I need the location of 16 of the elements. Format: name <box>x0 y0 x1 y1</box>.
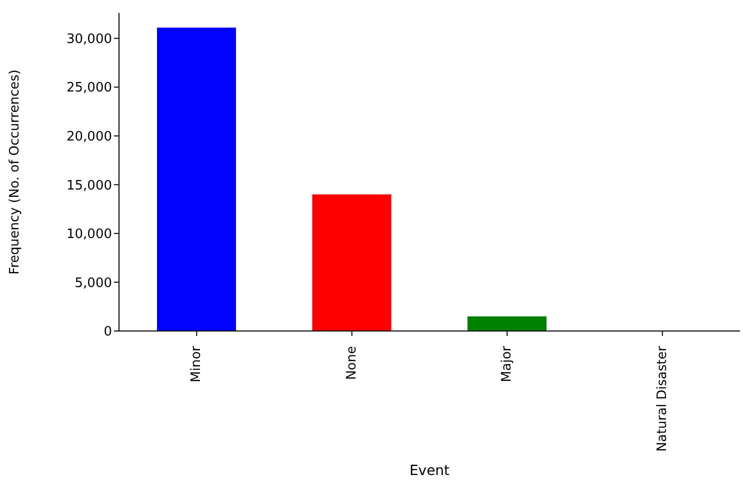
x-tick-label: None <box>344 346 360 380</box>
y-tick-label: 10,000 <box>66 227 112 242</box>
bar <box>312 194 392 331</box>
y-tick-label: 15,000 <box>66 178 112 194</box>
y-axis-title: Frequency (No. of Occurrences) <box>8 70 23 274</box>
x-tick-label: Natural Disaster <box>654 345 670 452</box>
bar <box>157 28 236 331</box>
y-tick-label: 30,000 <box>66 32 112 47</box>
y-tick-label: 25,000 <box>66 80 112 96</box>
x-tick-label: Major <box>500 345 515 382</box>
x-axis-title: Event <box>409 463 450 479</box>
y-tick-label: 20,000 <box>66 130 112 145</box>
x-tick-label: Minor <box>189 345 204 382</box>
y-tick-label: 5,000 <box>74 276 112 291</box>
y-tick-label: 0 <box>104 324 112 340</box>
bar <box>468 316 546 331</box>
